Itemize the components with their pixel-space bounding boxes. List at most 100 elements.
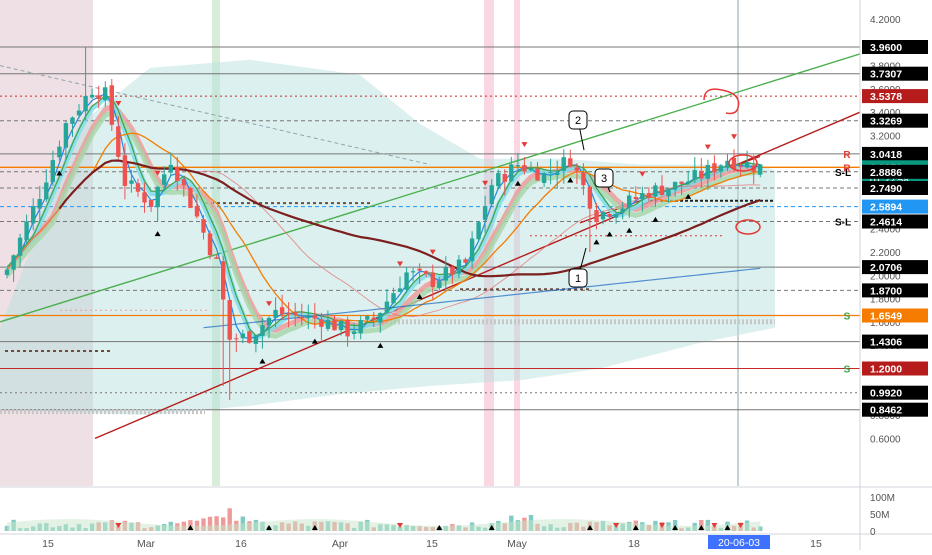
volume-signal-marker — [672, 525, 679, 530]
shade-region — [0, 0, 93, 486]
candle-body — [175, 166, 180, 182]
volume-signal-marker — [266, 525, 272, 530]
time-tick-label: May — [507, 538, 528, 550]
candle-body — [744, 162, 750, 168]
candle-body — [548, 172, 553, 174]
candle-body — [338, 320, 344, 331]
candle-body — [365, 316, 370, 320]
candle-body — [37, 199, 42, 209]
buy-signal-marker — [311, 338, 318, 344]
price-label-text: 1.6549 — [870, 311, 902, 323]
candle-body — [279, 307, 285, 315]
candle-body — [679, 181, 684, 184]
candle-body — [4, 269, 10, 275]
volume-signal-marker — [436, 525, 443, 530]
crosshair-date-box — [708, 535, 770, 549]
price-label-box — [862, 260, 928, 275]
volume-bar — [194, 520, 200, 531]
candle-body — [489, 185, 494, 205]
buy-signal-marker — [626, 227, 633, 233]
time-tick-label: 15 — [426, 538, 438, 550]
volume-signal-marker — [187, 525, 194, 530]
volume-bar — [214, 516, 219, 531]
candle-body — [227, 300, 232, 340]
circle-markup — [728, 154, 758, 172]
candle-body — [351, 331, 357, 334]
price-tick-label: 0.6000 — [870, 434, 901, 445]
trendline-dashed — [0, 65, 431, 166]
price-label-box — [862, 402, 928, 417]
price-label-box — [862, 385, 928, 400]
buy-signal-marker — [606, 231, 613, 237]
price-label-box — [862, 283, 928, 298]
price-label-text: 3.7307 — [870, 69, 902, 81]
candle-body — [397, 288, 403, 292]
candle-body — [299, 317, 304, 319]
callout-box — [568, 110, 588, 130]
buy-signal-marker — [259, 358, 266, 364]
shade-region — [514, 0, 520, 486]
buy-signal-marker — [56, 170, 63, 176]
level-tag: S — [844, 312, 851, 323]
candle-body — [273, 309, 278, 318]
candle-body — [502, 174, 507, 182]
candle-body — [378, 313, 383, 323]
candle-body — [103, 87, 108, 101]
circle-markup — [703, 88, 740, 115]
volume-signal-marker — [711, 523, 718, 528]
volume-tick-label: 0 — [870, 527, 876, 538]
candle-body — [600, 211, 606, 220]
candle-body — [469, 238, 475, 262]
volume-bar — [201, 518, 206, 531]
price-label-text: 2.5894 — [870, 202, 902, 214]
volume-tick-label: 100M — [870, 493, 895, 504]
volume-bar — [227, 508, 232, 531]
time-tick-label: 15 — [42, 538, 54, 550]
candle-body — [417, 268, 422, 271]
candle-body — [672, 181, 678, 190]
candle-body — [293, 311, 298, 315]
volume-signal-marker — [724, 525, 731, 530]
candle-body — [358, 320, 363, 334]
volume-area — [7, 519, 761, 531]
price-tick-label: 2.0000 — [870, 271, 901, 282]
candle-body — [568, 158, 573, 167]
buy-signal-marker — [652, 216, 659, 222]
candle-body — [168, 164, 173, 173]
candle-body — [253, 335, 259, 344]
volume-signal-marker — [311, 525, 318, 530]
candle-body — [142, 192, 147, 203]
candle-body — [162, 174, 167, 185]
candle-body — [260, 325, 265, 336]
countdown-label: 01:22:58 — [870, 175, 909, 186]
moving-average-line — [6, 93, 761, 339]
candle-body — [686, 181, 691, 183]
price-label-text: 1.4306 — [870, 337, 902, 349]
candle-body — [535, 168, 540, 181]
price-label-box — [862, 199, 928, 214]
candle-body — [306, 315, 311, 319]
candle-body — [496, 173, 501, 187]
level-tag: S — [844, 365, 851, 376]
candle-body — [424, 271, 429, 275]
sell-signal-marker — [154, 170, 161, 176]
candle-body — [692, 170, 697, 180]
time-tick-label: Mar — [137, 538, 156, 550]
candle-body — [31, 206, 36, 224]
candle-body — [116, 126, 121, 157]
sell-signal-marker — [397, 261, 403, 267]
candle-body — [541, 173, 547, 183]
moving-average-line — [6, 94, 761, 337]
candle-body — [24, 221, 29, 241]
candle-body — [725, 160, 730, 168]
candle-body — [522, 165, 527, 172]
sell-signal-marker — [521, 142, 528, 148]
candle-body — [384, 301, 390, 313]
candle-body — [627, 195, 632, 208]
candle-body — [476, 222, 481, 240]
candle-body — [699, 170, 704, 179]
candle-body — [325, 319, 331, 329]
candle-body — [594, 210, 599, 222]
